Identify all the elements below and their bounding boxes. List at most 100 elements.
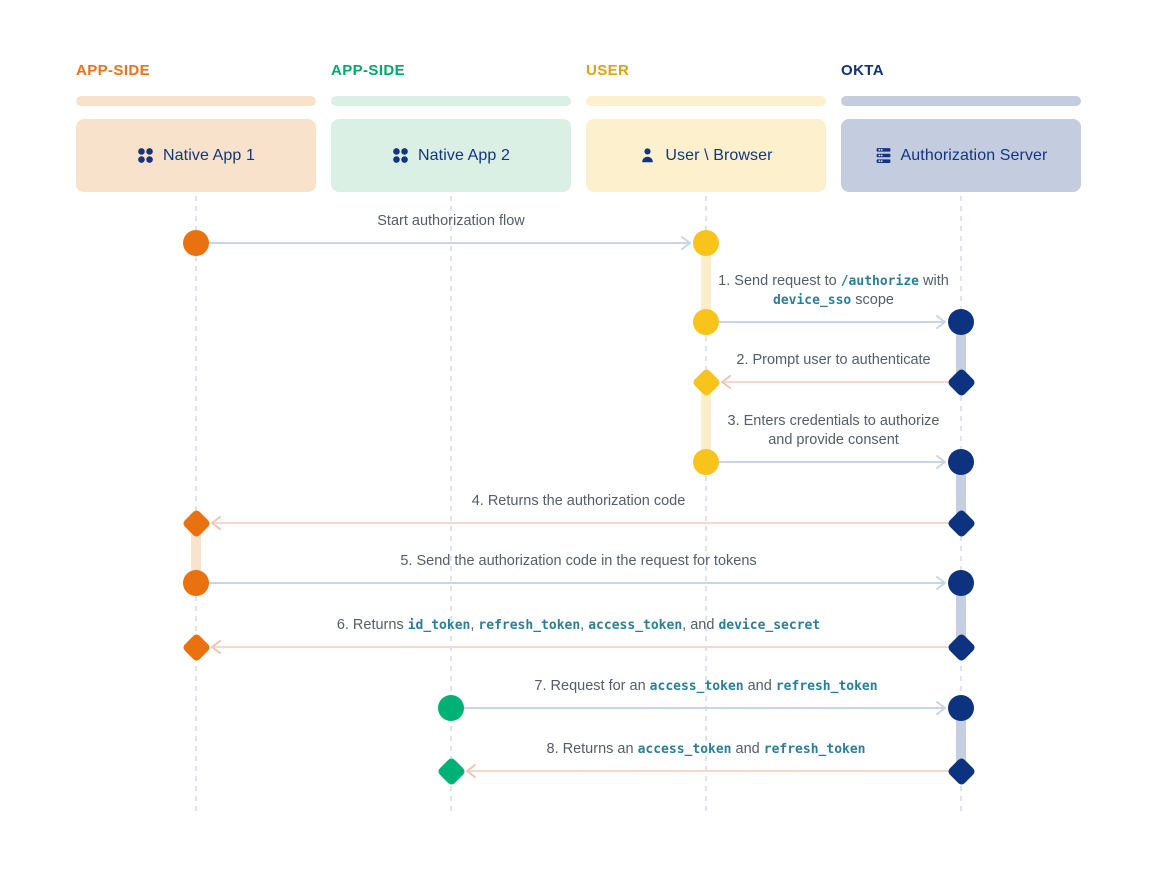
message-label-line: 6. Returns id_token, refresh_token, acce… — [337, 616, 820, 635]
lane-card-label: Native App 2 — [418, 146, 510, 164]
response-arrow — [721, 375, 961, 389]
message-endpoint-circle — [438, 695, 464, 721]
lane-card-label: Native App 1 — [163, 146, 255, 164]
lane-header-bar — [76, 96, 316, 106]
user-icon — [639, 147, 656, 164]
grid-icon — [392, 147, 409, 164]
label-text: and — [731, 741, 764, 757]
message-endpoint-circle — [693, 309, 719, 335]
message-endpoint-diamond — [436, 756, 466, 786]
lane-card-label: Authorization Server — [900, 146, 1048, 164]
grid-icon — [137, 147, 154, 164]
label-text: 6. Returns — [336, 617, 408, 633]
code-token: /authorize — [840, 274, 919, 289]
request-arrow — [706, 455, 946, 469]
message-endpoint-circle — [948, 449, 974, 475]
code-token: refresh_token — [478, 618, 581, 633]
code-token: device_sso — [772, 293, 852, 308]
label-text: with — [918, 273, 949, 289]
label-text: 4. Returns the authorization code — [471, 493, 686, 509]
message-label: Start authorization flow — [377, 212, 525, 231]
label-text: 5. Send the authorization code in the re… — [400, 553, 757, 569]
code-token: access_token — [637, 742, 732, 757]
message-endpoint-diamond — [181, 508, 211, 538]
activation-bar — [191, 523, 201, 583]
label-text: scope — [851, 292, 895, 308]
lane-card: Native App 2 — [331, 119, 571, 192]
label-text: 3. Enters credentials to authorize — [727, 413, 940, 429]
request-arrow — [196, 576, 946, 590]
code-token: device_secret — [718, 618, 821, 633]
activation-bar — [956, 462, 966, 523]
code-token: access_token — [588, 618, 683, 633]
code-token: refresh_token — [763, 742, 866, 757]
lane-card: Native App 1 — [76, 119, 316, 192]
message-label: 7. Request for an access_token and refre… — [534, 677, 877, 696]
activation-bar — [956, 708, 966, 771]
message-endpoint-diamond — [946, 632, 976, 662]
message-label-line: and provide consent — [728, 431, 940, 450]
server-icon — [876, 148, 890, 163]
lane-group-label: USER — [586, 62, 630, 79]
activation-bar — [701, 382, 711, 462]
message-endpoint-circle — [948, 695, 974, 721]
label-text: 2. Prompt user to authenticate — [736, 352, 931, 368]
message-endpoint-diamond — [946, 508, 976, 538]
label-text: , — [470, 617, 479, 633]
label-text: Start authorization flow — [377, 213, 525, 229]
activation-bar — [701, 243, 711, 322]
code-token: id_token — [407, 618, 471, 633]
label-text: , — [580, 617, 589, 633]
lane-card-label: User \ Browser — [665, 146, 773, 164]
message-label: 2. Prompt user to authenticate — [736, 351, 930, 370]
message-label: 1. Send request to /authorize with device… — [718, 272, 949, 310]
lane-card: User \ Browser — [586, 119, 826, 192]
label-text: 8. Returns an — [546, 741, 638, 757]
message-endpoint-circle — [948, 570, 974, 596]
message-label-line: 8. Returns an access_token and refresh_t… — [547, 740, 866, 759]
grid-icon — [393, 148, 408, 163]
lifeline — [705, 196, 707, 813]
message-endpoint-diamond — [691, 367, 721, 397]
response-arrow — [211, 516, 961, 530]
message-label: 5. Send the authorization code in the re… — [400, 552, 756, 571]
activation-bar — [956, 583, 966, 647]
activation-bar — [956, 322, 966, 382]
lane-card: Authorization Server — [841, 119, 1081, 192]
message-label-line: device_sso scope — [718, 291, 949, 310]
lifeline — [195, 196, 197, 813]
lane-group-label: OKTA — [841, 62, 884, 79]
message-label-line: 1. Send request to /authorize with — [718, 272, 949, 291]
server-icon — [875, 147, 892, 164]
response-arrow — [211, 640, 961, 654]
message-label: 6. Returns id_token, refresh_token, acce… — [337, 616, 820, 635]
message-endpoint-circle — [693, 449, 719, 475]
message-endpoint-circle — [693, 230, 719, 256]
lane-header-bar — [586, 96, 826, 106]
message-endpoint-circle — [948, 309, 974, 335]
message-endpoint-circle — [183, 230, 209, 256]
lifeline — [450, 196, 452, 813]
label-text: 1. Send request to — [718, 273, 841, 289]
label-text: and provide consent — [768, 432, 899, 448]
message-label-line: 4. Returns the authorization code — [472, 492, 686, 511]
message-endpoint-diamond — [946, 756, 976, 786]
code-token: access_token — [649, 679, 744, 694]
message-label: 3. Enters credentials to authorize and pr… — [728, 412, 940, 450]
message-label-line: 7. Request for an access_token and refre… — [534, 677, 877, 696]
lane-header-bar — [841, 96, 1081, 106]
user-icon — [642, 148, 654, 163]
message-label-line: 3. Enters credentials to authorize — [728, 412, 940, 431]
lane-group-label: APP-SIDE — [76, 62, 151, 79]
lane-header-bar — [331, 96, 571, 106]
message-label: 8. Returns an access_token and refresh_t… — [547, 740, 866, 759]
message-label-line: 2. Prompt user to authenticate — [736, 351, 930, 370]
lane-group-label: APP-SIDE — [331, 62, 406, 79]
message-label-line: Start authorization flow — [377, 212, 525, 231]
label-text: , and — [682, 617, 719, 633]
request-arrow — [706, 315, 946, 329]
code-token: refresh_token — [775, 679, 878, 694]
label-text: 7. Request for an — [534, 678, 650, 694]
message-label: 4. Returns the authorization code — [472, 492, 686, 511]
